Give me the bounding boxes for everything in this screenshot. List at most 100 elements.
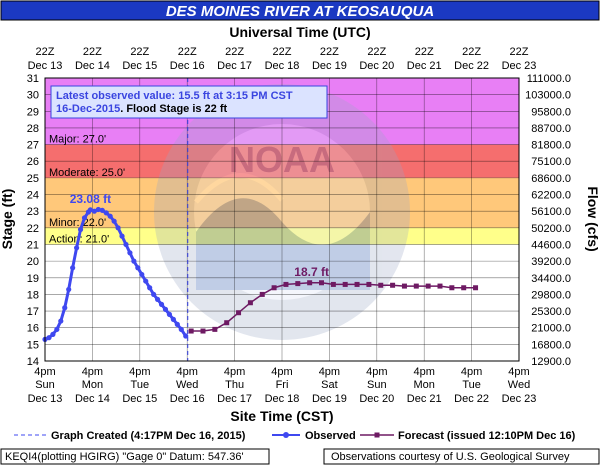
forecast-point <box>401 283 407 289</box>
info-line-1: Latest observed value: 15.5 ft at 3:15 P… <box>56 90 293 102</box>
bottom-tick-day: Mon <box>82 379 103 391</box>
stage-tick-label: 21 <box>27 239 39 251</box>
bottom-tick-date: Dec 23 <box>502 393 537 405</box>
observed-point <box>147 285 153 291</box>
observed-point <box>91 208 97 214</box>
stage-tick-label: 29 <box>27 106 39 118</box>
top-tick-date: Dec 16 <box>170 60 205 72</box>
forecast-point <box>473 285 479 291</box>
peak-annotation: 18.7 ft <box>294 265 329 279</box>
legend-forecast-label: Forecast (issued 12:10PM Dec 16) <box>398 430 576 442</box>
stage-axis-labels: 14 15 16 17 18 19 20 21 22 23 24 25 26 27 28 29 30 31 <box>27 73 39 368</box>
flow-tick-label: 21000.0 <box>531 323 571 335</box>
observed-point <box>103 210 109 216</box>
bottom-tick-day: Fri <box>276 379 289 391</box>
peak-annotation: 23.08 ft <box>70 192 111 206</box>
legend-graph-created-label: Graph Created (4:17PM Dec 16, 2015) <box>51 430 246 442</box>
stage-tick-label: 16 <box>27 323 39 335</box>
footer-right-box <box>323 448 600 465</box>
stage-tick-label: 24 <box>27 190 39 202</box>
bottom-tick-time: 4pm <box>82 366 103 378</box>
bottom-tick-day: Thu <box>225 379 244 391</box>
stage-tick-label: 23 <box>27 206 39 218</box>
stage-tick-label: 31 <box>27 73 39 85</box>
forecast-point <box>200 328 206 334</box>
observed-point <box>131 258 137 264</box>
top-tick-hour: 22Z <box>510 46 529 58</box>
top-tick-hour: 22Z <box>178 46 197 58</box>
forecast-point <box>366 281 372 287</box>
footer-right-text: Observations courtesy of U.S. Geological… <box>331 451 570 463</box>
bottom-tick-day: Sat <box>321 379 338 391</box>
observed-point <box>158 301 165 307</box>
bottom-tick-date: Dec 16 <box>170 393 205 405</box>
bottom-tick-time: 4pm <box>461 366 482 378</box>
info-box <box>50 85 328 119</box>
flow-tick-label: 95800.0 <box>531 106 571 118</box>
flow-tick-label: 56100.0 <box>531 206 571 218</box>
bottom-tick-day: Tue <box>131 379 150 391</box>
top-tick-date: Dec 21 <box>407 60 442 72</box>
bottom-tick-day: Sun <box>367 379 387 391</box>
stage-tick-label: 27 <box>27 140 39 152</box>
bottom-tick-date: Dec 14 <box>75 393 110 405</box>
flow-tick-label: 88700.0 <box>531 123 571 135</box>
legend-forecast-marker <box>374 432 380 438</box>
chart-title: DES MOINES RIVER AT KEOSAUQUA <box>166 3 434 20</box>
bottom-tick-time: 4pm <box>366 366 387 378</box>
forecast-point <box>212 326 218 332</box>
flow-tick-label: 111000.0 <box>527 73 571 85</box>
forecast-point <box>413 283 419 289</box>
observed-point <box>115 225 121 231</box>
stage-tick-label: 26 <box>27 156 39 168</box>
x-axis-title: Site Time (CST) <box>230 408 333 424</box>
stage-tick-label: 28 <box>27 123 39 135</box>
bottom-tick-time: 4pm <box>224 366 245 378</box>
flow-tick-label: 29800.0 <box>531 289 571 301</box>
forecast-point <box>425 283 431 289</box>
forecast-point <box>271 285 277 291</box>
bottom-tick-day: Mon <box>413 379 434 391</box>
top-tick-hour: 22Z <box>415 46 434 58</box>
forecast-point <box>259 291 265 297</box>
observed-point <box>107 213 113 219</box>
observed-point <box>87 207 94 213</box>
info-date: 16-Dec-2015 <box>56 103 120 115</box>
forecast-point <box>283 281 289 287</box>
forecast-point <box>295 281 301 287</box>
plot-frame <box>44 77 520 362</box>
bottom-tick-date: Dec 22 <box>454 393 489 405</box>
forecast-point <box>307 280 313 286</box>
stage-tick-label: 14 <box>27 356 39 368</box>
forecast-point <box>236 310 242 316</box>
bottom-tick-time: 4pm <box>319 366 340 378</box>
bottom-tick-date: Dec 17 <box>217 393 252 405</box>
y2-axis-title: Flow (cfs) <box>585 186 600 251</box>
top-tick-date: Dec 13 <box>28 60 63 72</box>
observed-point <box>111 218 117 224</box>
forecast-point <box>330 281 336 287</box>
forecast-point <box>449 285 455 291</box>
stage-tick-label: 30 <box>27 90 39 102</box>
observed-point <box>66 286 72 293</box>
top-tick-hour: 22Z <box>83 46 102 58</box>
bottom-tick-date: Dec 20 <box>359 393 394 405</box>
top-tick-date: Dec 17 <box>217 60 252 72</box>
bottom-tick-day: Tue <box>462 379 481 391</box>
top-tick-hour: 22Z <box>36 46 55 58</box>
annotations: 23.08 ft 18.7 ft <box>70 192 329 279</box>
bottom-tick-day: Wed <box>176 379 198 391</box>
plot-area: NOAA Major: 27.0'Moderate: 25.0'Minor: 2… <box>42 77 520 362</box>
forecast-point <box>319 280 324 286</box>
top-tick-date: Dec 18 <box>265 60 300 72</box>
flood-band-label: Major: 27.0' <box>49 134 106 146</box>
stage-tick-label: 17 <box>27 306 39 318</box>
top-tick-date: Dec 22 <box>454 60 489 72</box>
observed-point <box>62 305 68 311</box>
stage-tick-label: 20 <box>27 256 39 268</box>
flood-band-label: Moderate: 25.0' <box>49 167 125 179</box>
top-tick-hour: 22Z <box>367 46 386 58</box>
flow-tick-label: 103000.0 <box>525 90 571 102</box>
